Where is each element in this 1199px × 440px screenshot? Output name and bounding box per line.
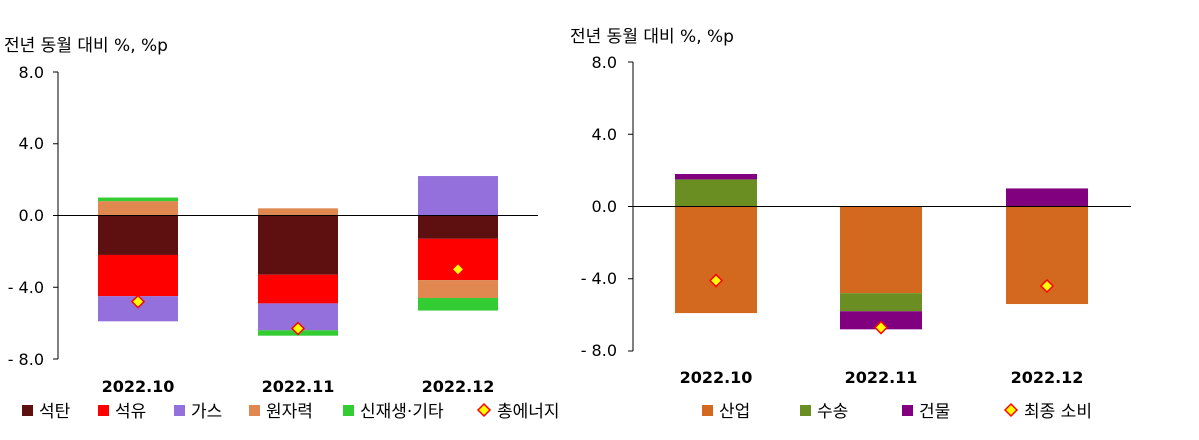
left-ytick-label: 0.0: [19, 206, 44, 225]
right-bar-segment: [675, 179, 757, 207]
legend-swatch-transport: [800, 405, 811, 416]
legend-swatch-coal: [22, 405, 33, 416]
legend-swatch-nuclear: [249, 405, 260, 416]
right-bars: [675, 173, 1088, 335]
left-unit-label: 전년 동월 대비 %, %p: [4, 36, 168, 56]
left-ytick-label: 4.0: [19, 134, 44, 153]
left-bar-segment: [258, 208, 338, 216]
right-chart: 전년 동월 대비 %, %p 8.0 4.0 0.0 - 4.0 - 8.0 2…: [570, 27, 1131, 422]
right-ytick-label: - 8.0: [581, 341, 617, 360]
left-bar-segment: [418, 280, 498, 299]
legend-marker-total-energy: [476, 402, 492, 418]
right-unit-label: 전년 동월 대비 %, %p: [570, 27, 734, 47]
left-y-ticks: [53, 71, 58, 360]
right-category-label: 2022.10: [680, 368, 753, 387]
right-legend: 산업 수송 건물 최종 소비: [702, 402, 1092, 422]
left-bars: [98, 176, 498, 336]
right-bar-segment: [840, 293, 922, 312]
legend-label-total-energy: 총에너지: [497, 402, 560, 422]
right-category-label: 2022.11: [845, 368, 918, 387]
left-ytick-label: - 4.0: [8, 278, 44, 297]
legend-label-gas: 가스: [191, 402, 222, 422]
left-ytick-label: 8.0: [19, 63, 44, 82]
left-total-marker: [290, 321, 306, 336]
legend-label-final-consumption: 최종 소비: [1024, 402, 1092, 422]
right-y-ticks: [628, 61, 633, 352]
legend-label-nuclear: 원자력: [266, 402, 313, 422]
right-total-marker: [708, 273, 724, 288]
right-bar-segment: [840, 206, 922, 294]
right-total-marker: [1039, 278, 1055, 294]
right-bar-segment: [675, 173, 757, 180]
right-ytick-label: 4.0: [592, 125, 617, 144]
legend-swatch-renewable: [343, 405, 354, 416]
left-total-marker: [130, 294, 146, 309]
legend-label-industry: 산업: [719, 402, 750, 422]
left-bar-segment: [418, 176, 498, 216]
legend-swatch-gas: [174, 405, 185, 416]
legend-swatch-industry: [702, 405, 713, 416]
right-bar-segment: [675, 206, 757, 314]
left-bar-segment: [418, 215, 498, 239]
legend-swatch-oil: [98, 405, 109, 416]
legend-marker-final-consumption: [1003, 402, 1019, 418]
left-bar-segment: [98, 215, 178, 255]
right-ytick-label: 8.0: [592, 53, 617, 72]
right-category-label: 2022.12: [1011, 368, 1084, 387]
left-category-label: 2022.11: [262, 377, 335, 396]
legend-label-transport: 수송: [817, 402, 848, 422]
left-category-label: 2022.12: [422, 377, 495, 396]
left-bar-segment: [98, 254, 178, 297]
left-category-label: 2022.10: [102, 377, 175, 396]
left-bar-segment: [258, 274, 338, 304]
right-bar-segment: [1006, 188, 1088, 207]
right-total-marker: [873, 320, 889, 335]
right-ytick-label: 0.0: [592, 197, 617, 216]
legend-label-renewable: 신재생·기타: [360, 402, 444, 422]
legend-label-coal: 석탄: [39, 402, 71, 422]
left-bar-segment: [98, 201, 178, 216]
left-bar-segment: [98, 197, 178, 202]
left-legend: 석탄 석유 가스 원자력 신재생·기타 총에너지: [22, 402, 560, 422]
left-chart: 전년 동월 대비 %, %p 8.0 4.0 0.0 - 4.0 - 8.0 2…: [4, 36, 560, 422]
left-ytick-label: - 8.0: [8, 350, 44, 369]
left-bar-segment: [258, 215, 338, 275]
left-total-marker: [450, 262, 466, 277]
legend-swatch-building: [902, 405, 913, 416]
legend-label-oil: 석유: [115, 402, 146, 422]
right-bar-segment: [840, 311, 922, 330]
left-bar-segment: [418, 298, 498, 311]
right-ytick-label: - 4.0: [581, 269, 617, 288]
legend-label-building: 건물: [919, 402, 950, 422]
